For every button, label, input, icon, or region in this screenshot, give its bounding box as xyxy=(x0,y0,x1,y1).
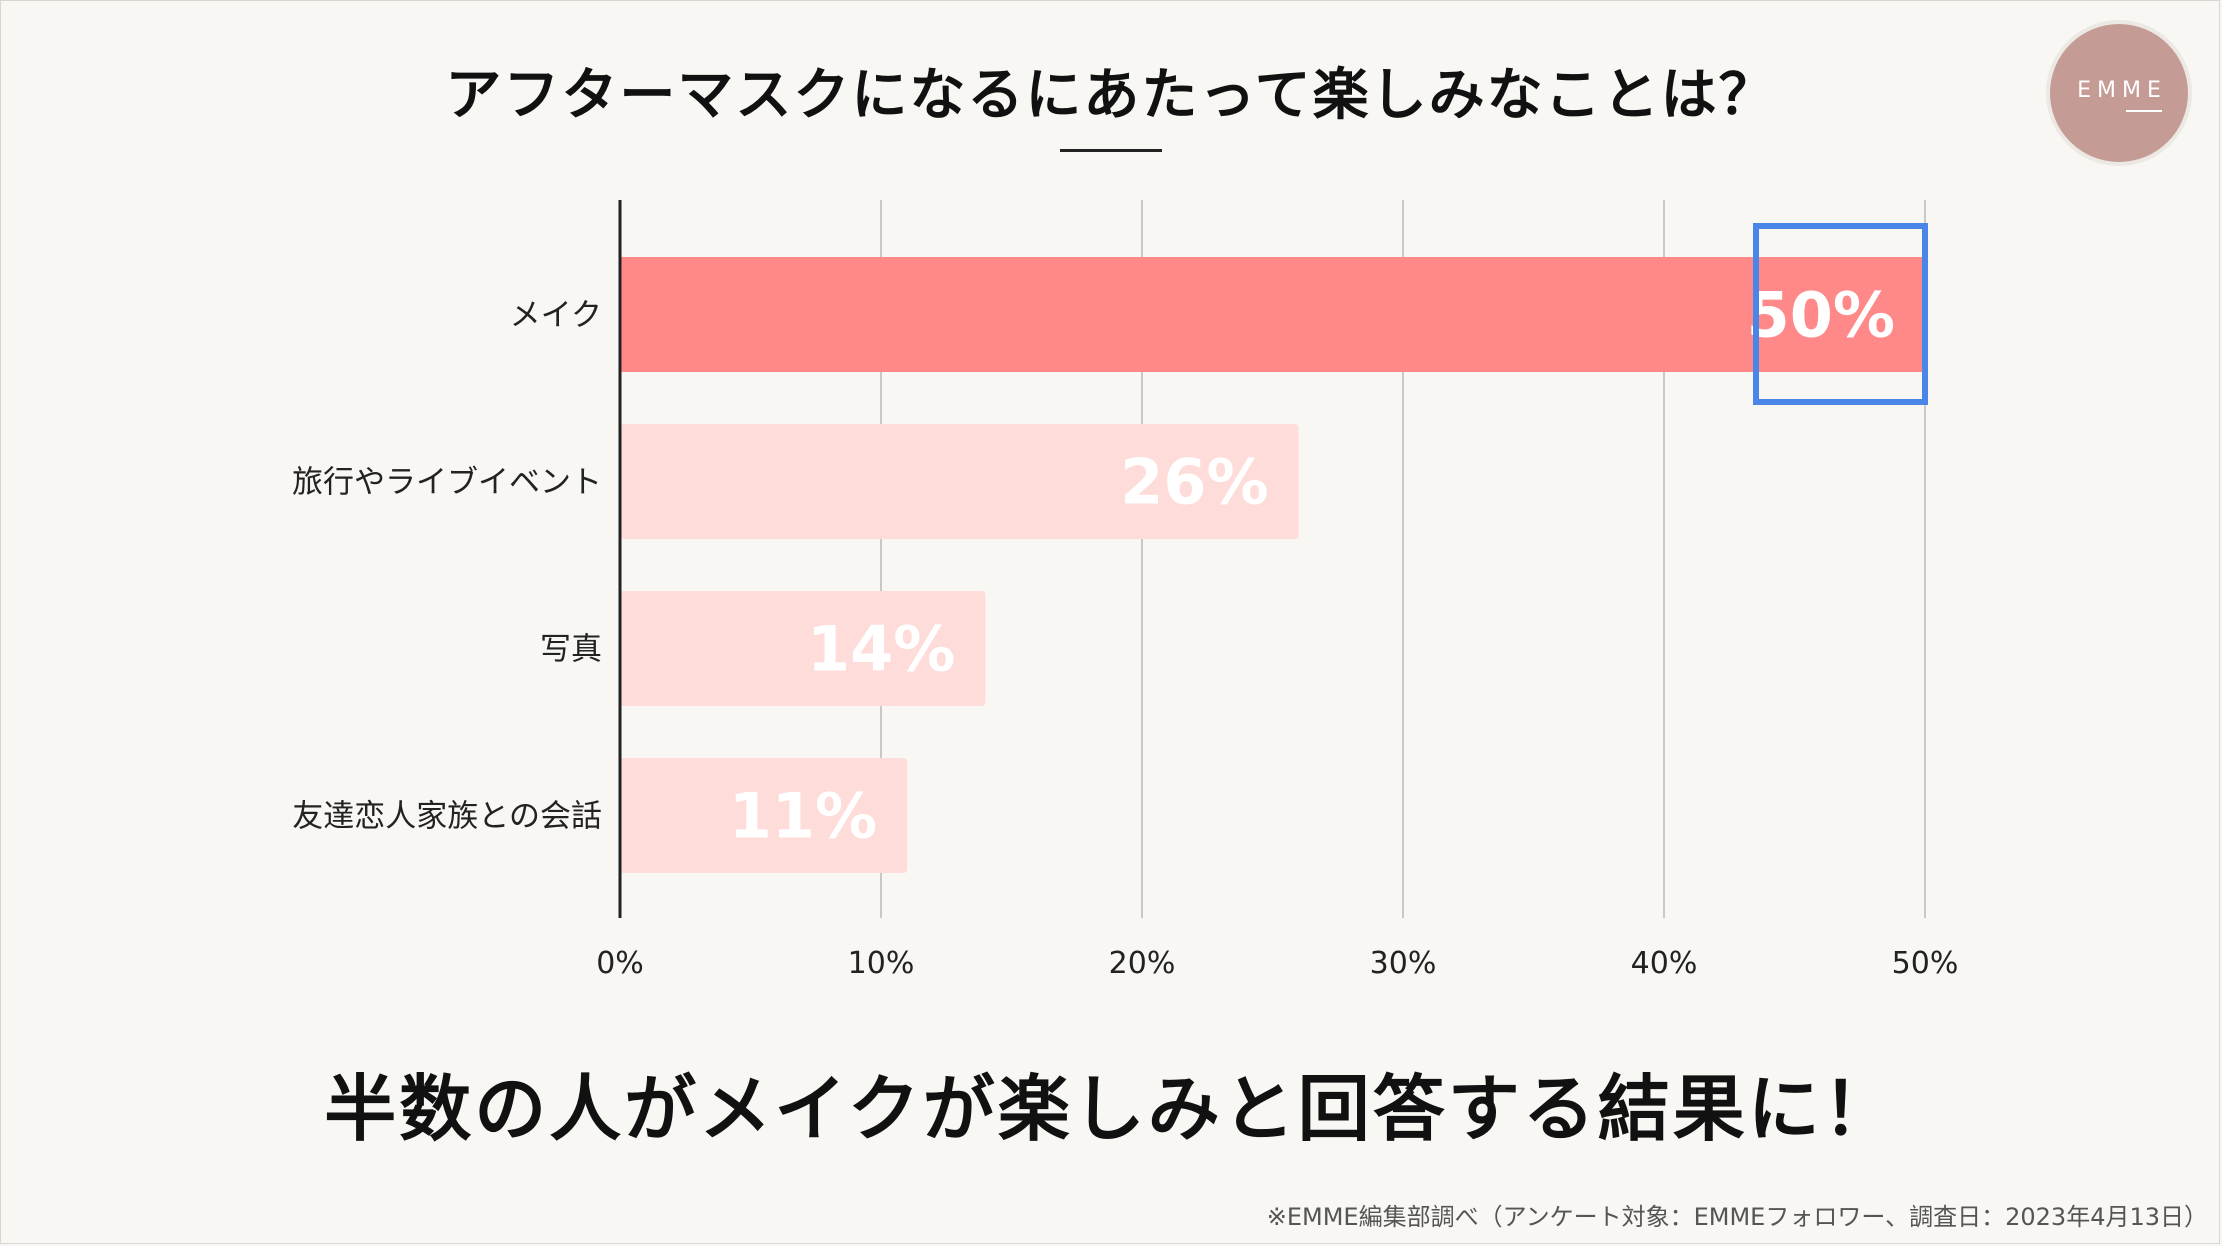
x-tick-label: 50% xyxy=(1892,946,1959,981)
x-tick-label: 30% xyxy=(1370,946,1437,981)
bar xyxy=(620,424,1299,539)
highlight-box xyxy=(1753,223,1928,405)
category-label: 写真 xyxy=(540,632,602,668)
category-label: 旅行やライブイベント xyxy=(292,465,602,501)
x-tick-label: 20% xyxy=(1109,946,1176,981)
title-underline xyxy=(1060,149,1162,152)
emme-logo: EMME xyxy=(2050,24,2188,162)
source-footnote: ※EMME編集部調べ（アンケート対象：EMMEフォロワー、調査日：2023年4月… xyxy=(1266,1203,2208,1231)
data-label: 11% xyxy=(729,780,877,853)
data-label: 14% xyxy=(807,613,955,686)
bar xyxy=(620,591,986,706)
category-label: メイク xyxy=(510,298,602,334)
chart-title: アフターマスクになるにあたって楽しみなことは？ xyxy=(445,63,1777,128)
x-tick-label: 0% xyxy=(596,946,644,981)
bar xyxy=(620,758,908,873)
bar xyxy=(620,257,1925,372)
data-label: 50% xyxy=(1747,279,1895,352)
data-label: 26% xyxy=(1120,446,1268,519)
x-tick-label: 40% xyxy=(1631,946,1698,981)
x-tick-label: 10% xyxy=(848,946,915,981)
conclusion-text: 半数の人がメイクが楽しみと回答する結果に！ xyxy=(324,1067,1898,1151)
logo-text: EMME xyxy=(2077,78,2167,103)
logo-underline xyxy=(2126,110,2162,112)
category-label: 友達恋人家族との会話 xyxy=(292,799,602,835)
